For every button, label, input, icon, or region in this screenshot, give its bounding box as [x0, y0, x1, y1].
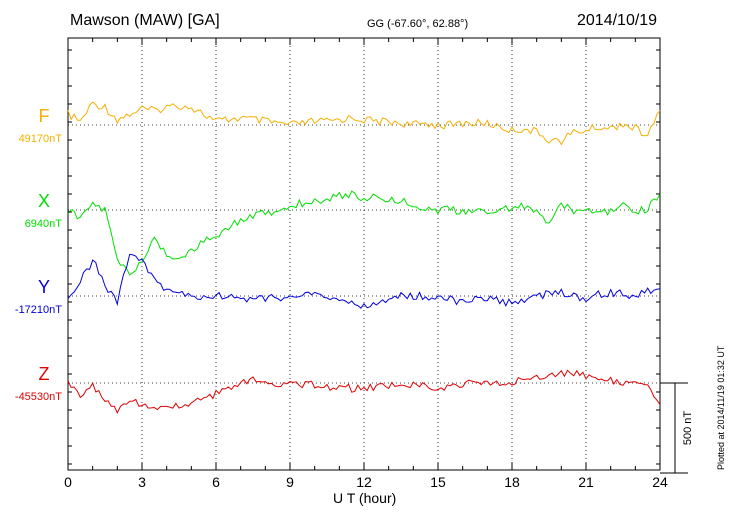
scale-bar-label: 500 nT [682, 411, 694, 446]
x-tick-label: 12 [356, 474, 372, 490]
series-lines [67, 101, 661, 414]
series-line-y [67, 253, 661, 309]
series-name-z: Z [39, 364, 50, 384]
series-baseline-z: -45530nT [15, 391, 62, 403]
x-tick-label: 3 [138, 474, 146, 490]
grid-lines [68, 38, 660, 470]
station-title: Mawson (MAW) [GA] [70, 12, 220, 29]
plotted-timestamp: Plotted at 2014/11/19 01:32 UT [716, 345, 726, 470]
x-tick-label: 21 [578, 474, 594, 490]
plot-date: 2014/10/19 [577, 12, 658, 29]
series-name-f: F [39, 106, 50, 126]
x-tick-label: 15 [430, 474, 446, 490]
scale-bar: 500 nT [660, 382, 694, 474]
series-baseline-f: 49170nT [19, 133, 63, 145]
x-tick-label: 9 [286, 474, 294, 490]
x-tick-label: 6 [212, 474, 220, 490]
x-tick-label: 0 [64, 474, 72, 490]
series-baseline-x: 6940nT [25, 218, 63, 230]
station-coordinates: GG (-67.60°, 62.88°) [367, 18, 469, 30]
x-tick-label: 24 [652, 474, 668, 490]
series-line-x [67, 190, 661, 276]
series-labels: F 49170nT X 6940nT Y -17210nT Z -45530nT [15, 106, 62, 403]
series-line-f [67, 101, 661, 146]
series-baseline-y: -17210nT [15, 304, 62, 316]
x-axis-ticks: 0 3 6 9 12 15 18 21 24 [64, 38, 668, 490]
series-name-x: X [38, 191, 50, 211]
x-tick-label: 18 [504, 474, 520, 490]
x-axis-label: U T (hour) [333, 490, 397, 506]
series-line-z [67, 369, 661, 414]
series-name-y: Y [38, 277, 50, 297]
